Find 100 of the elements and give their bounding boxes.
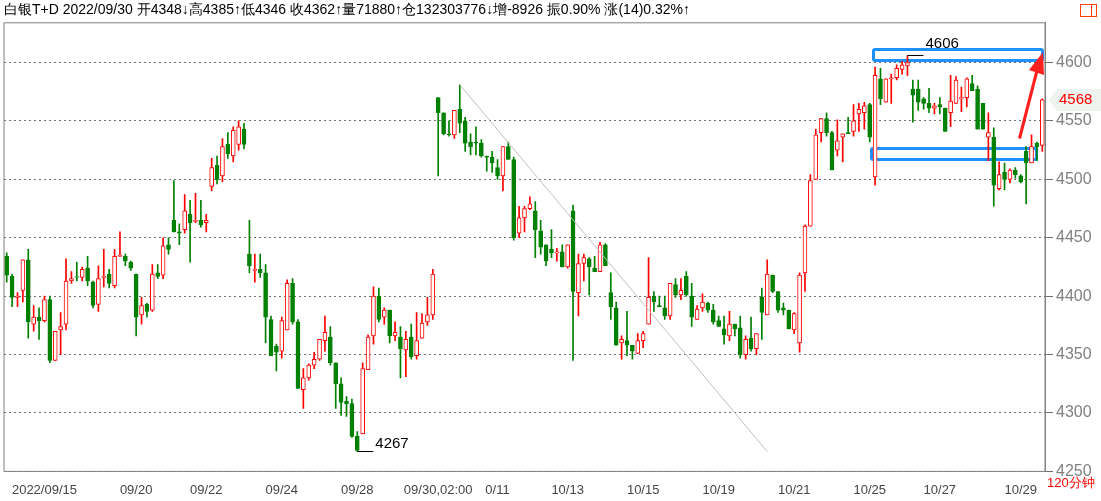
candlestick [646,257,651,325]
candlestick [446,120,452,137]
candlestick [683,271,689,297]
candlestick [398,326,403,379]
candlestick [139,297,144,325]
text: 4568 [1059,90,1093,108]
candlestick [1029,134,1034,164]
candlestick [948,75,953,128]
candlestick [15,292,20,308]
candlestick [425,297,430,326]
candlestick [1002,162,1007,191]
candlestick [479,139,484,158]
y-tick-label: 4400 [1056,286,1092,304]
candlestick [209,157,214,192]
candlestick [554,247,560,262]
candlestick [975,85,980,130]
x-tick-label: 10/19 [702,481,735,497]
x-tick-label: 09/30,02:00 [403,481,473,497]
candlestick [716,315,722,327]
candlestick [592,256,597,272]
candlestick [317,339,322,361]
candlestick [888,73,894,104]
candlestick [387,309,392,344]
candlestick [452,110,457,139]
candlestick [878,68,883,105]
candlestick [770,274,775,293]
x-tick-label: 2022/09/15 [11,481,77,497]
candlestick [586,257,592,296]
x-tick-label: 09/20 [119,481,153,497]
y-tick-label: 4450 [1056,228,1092,246]
candlestick [937,97,943,115]
candlestick [236,120,241,151]
candlestick [824,112,829,137]
candlestick [835,119,840,157]
candlestick [840,133,846,163]
candlestick [31,305,36,332]
candlestick [290,278,295,325]
candlestick [630,344,635,360]
candlestick [274,343,279,372]
candlestick [932,103,937,115]
candlestick [1013,167,1018,179]
candlestick [203,214,209,233]
candlestick [700,293,705,312]
candlestick [473,126,479,156]
annotation: 4267 [375,433,409,451]
candlestick [743,335,748,360]
candlestick [495,159,500,180]
y-tick-label: 4300 [1056,403,1092,421]
candlestick [921,97,926,110]
candlestick [263,264,268,344]
x-tick-label: 10/29 [1004,481,1037,497]
candlestick [565,244,570,269]
candlestick [861,101,867,130]
x-tick-label: 09/22 [189,481,223,497]
x-tick-label: 10/15 [626,481,660,497]
x-tick-label: 0/11 [485,481,510,497]
candlestick [603,243,608,267]
candlestick [182,194,188,234]
chart-title: 白银T+D 2022/09/30 开4348↓高4385↑低4346 收4362↑量71880↑仓132303776↓增-8926 振0.90% 涨(14)0.32%↑ [4,1,691,18]
candlestick [69,271,74,284]
candlestick [797,272,802,353]
candlestick [327,326,333,366]
annotation: 4606 [925,33,959,51]
x-tick-label: 09/24 [265,481,299,497]
candlestick [484,155,490,172]
candlestick [42,295,47,323]
candlestick [986,112,991,161]
candlestick [371,286,376,345]
candlestick [58,312,63,355]
candlestick [193,193,198,223]
y-tick-label: 4350 [1056,344,1092,362]
candlestick [851,104,856,137]
y-tick-label: 4550 [1056,111,1092,129]
candlestick [576,253,581,317]
candlestick [301,368,306,409]
candlestick [96,265,101,312]
candlestick [123,253,128,267]
candlestick [905,55,910,76]
candlestick [549,229,554,258]
candlestick [166,237,171,255]
candlestick [781,302,786,316]
candlestick [522,205,527,233]
candlestick [673,278,678,298]
x-tick-label: 10/21 [777,481,811,497]
candlestick [468,133,473,156]
candlestick [619,335,624,360]
x-tick-label: 09/28 [341,481,374,497]
candlestick [754,333,759,355]
candlestick [505,141,511,160]
x-tick-label: 10/27 [923,481,957,497]
candlestick [344,396,349,417]
candlestick [727,311,732,341]
candlestick [414,312,419,360]
candlestick [220,138,225,183]
y-tick-label: 4500 [1056,169,1092,187]
candlestick [176,223,182,246]
candlestick [150,264,155,312]
candlestick [808,174,813,227]
candlestick [85,256,90,286]
x-tick-label: 10/13 [551,481,584,497]
